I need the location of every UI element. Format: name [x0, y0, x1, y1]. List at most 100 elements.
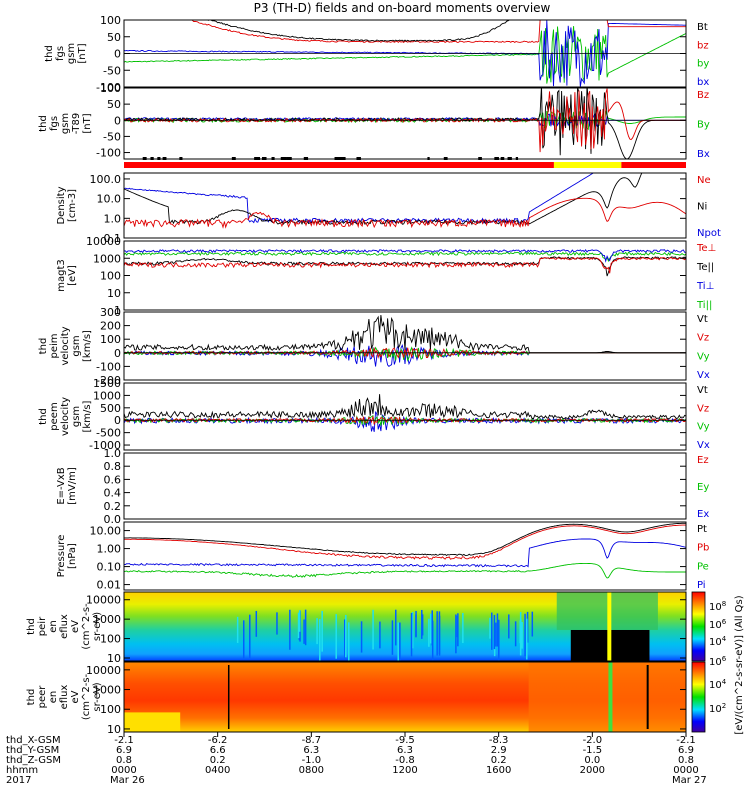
colorbar-tick: 102 [709, 702, 726, 715]
y-tick-label: -1000 [89, 439, 121, 452]
y-tick-label: -50 [103, 64, 121, 77]
y-tick-label: 50 [107, 31, 121, 44]
fgs-gsm-trace-2 [186, 20, 686, 44]
legend-label-By: By [697, 120, 710, 131]
colorbar-tick: 104 [709, 678, 727, 691]
y-tick-label: 1000 [93, 389, 121, 402]
legend-label-Ez: Ez [697, 455, 709, 466]
start-date: Mar 26 [110, 775, 145, 786]
ion-spectrogram-streak [379, 621, 381, 649]
panel-fgs-gsm: 100 50 0 -50 -100 thd fgs gsm [nT] Bt bz by bx [44, 14, 709, 94]
x-tick-label: 0000 [673, 765, 698, 776]
pressure-trace-2 [124, 524, 686, 560]
x-tick-label: 0000 [111, 765, 136, 776]
panel-efield: 1.00.80.60.40.20.0 E=-VxB [mV/m] Ez Ey Ex [56, 447, 709, 526]
ion-spectrogram-streak [496, 613, 499, 647]
ion-spectrogram-streak [399, 622, 401, 663]
y-tick-label: 50 [107, 98, 121, 111]
y-axis-label: eflux [59, 685, 70, 710]
legend-label-Pb: Pb [697, 543, 709, 554]
y-axis-label: (cm^2-s- [81, 603, 92, 650]
legend-label-Vt: Vt [697, 314, 708, 325]
mode-bar-marker [427, 157, 430, 160]
mode-bar-marker [261, 157, 267, 160]
x-axis-row-label: thd_Y-GSM [6, 745, 59, 756]
y-axis-label: -T89 [71, 113, 82, 135]
temperature-trace-1 [124, 248, 686, 263]
y-tick-label: 1 [114, 304, 121, 317]
x-tick-label: -0.8 [395, 755, 415, 766]
ion-spectrogram-streak [495, 622, 497, 647]
electron-spectrogram-gap [646, 665, 649, 729]
ion-spectrogram-streak [489, 617, 491, 639]
ion-spectrogram-streak [335, 614, 337, 659]
legend-label-Ex: Ex [697, 509, 709, 520]
mode-bar-segment [124, 162, 554, 168]
x-tick-label: -8.7 [302, 735, 322, 746]
y-axis-label: thd [38, 338, 49, 355]
y-tick-label: 1000 [93, 684, 121, 697]
panel-fgs-gsm-t89: 100 50 0 -50 -100 thd fgs gsm -T89 [nT] Bz By Bx [38, 82, 710, 160]
y-tick-label: 0.01 [97, 579, 122, 592]
mode-bar-marker [179, 157, 183, 160]
legend-label-Ey: Ey [697, 482, 709, 493]
y-tick-label: 1.0 [104, 447, 122, 460]
y-tick-label: 0 [114, 414, 121, 427]
y-axis-label: peir [37, 616, 48, 636]
y-tick-label: 100 [100, 14, 121, 27]
colorbar-label: [eV/(cm^2-s-sr-eV)] (All Qs) [734, 595, 745, 734]
ion-spectrogram-streak [344, 619, 346, 659]
y-axis-label: gsm [60, 113, 71, 134]
x-tick-label: 1600 [486, 765, 511, 776]
y-axis-label: [mV/m] [67, 467, 78, 505]
y-axis-label: [nT] [82, 113, 93, 133]
y-axis-label: sr-eV) [92, 682, 103, 711]
y-axis-label: magt3 [56, 259, 67, 292]
mode-bar-marker [507, 157, 512, 160]
temperature-trace-2 [124, 256, 686, 277]
y-axis-label: [km/s] [82, 400, 93, 432]
fgs-gsm-t89-frame [123, 87, 687, 160]
x-tick-label: 6.3 [397, 745, 413, 756]
ion-spectrogram-streak [319, 619, 321, 663]
ion-spectrogram-streak [524, 613, 526, 657]
temperature-trace-0 [124, 251, 686, 263]
mode-bar-marker [500, 157, 505, 160]
ion-spectrogram-streak [514, 621, 517, 647]
x-tick-label: 6.3 [303, 745, 319, 756]
mode-bar-marker [334, 157, 341, 160]
legend-label-Npot: Npot [697, 228, 721, 239]
mode-bar-marker [478, 157, 482, 160]
x-axis-row-label: 2017 [6, 775, 31, 786]
y-tick-label: 300 [100, 306, 121, 319]
y-axis-label: [nT] [77, 43, 88, 63]
fgs-gsm-t89-trace-3 [124, 88, 686, 153]
x-tick-label: -6.2 [208, 735, 228, 746]
x-tick-label: -2.1 [676, 735, 696, 746]
y-tick-label: 100 [100, 270, 121, 283]
y-tick-label: -50 [103, 130, 121, 143]
pressure-trace-3 [124, 522, 686, 557]
y-axis-label: peim [49, 333, 60, 358]
efield-frame [123, 452, 687, 520]
x-axis-row-label: hhmm [6, 765, 38, 776]
ion-spectrogram-streak [242, 620, 245, 659]
y-tick-label: 0.6 [104, 473, 122, 486]
y-tick-label: 10000 [86, 664, 121, 677]
fgs-gsm-trace-3 [205, 20, 686, 42]
ion-spectrogram-streak [289, 609, 291, 650]
ion-spectrogram-streak [519, 620, 521, 644]
legend-label-Ti⊥: Ti⊥ [696, 281, 714, 292]
ion-spectrogram-streak [395, 609, 397, 646]
mode-bar-marker [157, 157, 161, 160]
y-tick-label: 200 [100, 320, 121, 333]
ion-spectrogram-streak [428, 618, 430, 647]
y-axis-label: thd [26, 618, 37, 635]
ion-spectrogram-streak [249, 614, 251, 659]
ion-spectrogram-streak [493, 614, 496, 650]
x-tick-label: 0.0 [584, 755, 600, 766]
ion-spectrogram-streak [526, 611, 529, 643]
